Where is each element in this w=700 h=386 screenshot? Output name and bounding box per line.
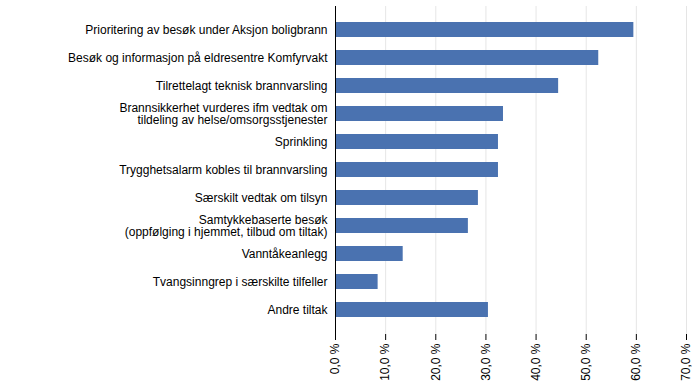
svg-text:Besøk og informasjon på eldres: Besøk og informasjon på eldresentre Komf… — [68, 51, 328, 65]
svg-text:70,0 %: 70,0 % — [679, 343, 693, 381]
svg-text:10,0 %: 10,0 % — [378, 343, 392, 381]
svg-text:Sprinkling: Sprinkling — [275, 135, 328, 149]
svg-text:Særskilt vedtak om tilsyn: Særskilt vedtak om tilsyn — [195, 191, 328, 205]
svg-text:20,0 %: 20,0 % — [429, 343, 443, 381]
svg-text:0,0 %: 0,0 % — [328, 343, 342, 374]
svg-text:Andre tiltak: Andre tiltak — [267, 303, 328, 317]
svg-text:Tilrettelagt teknisk brannvars: Tilrettelagt teknisk brannvarsling — [156, 79, 328, 93]
svg-text:60,0 %: 60,0 % — [629, 343, 643, 381]
svg-text:Tvangsinngrep i særskilte tilf: Tvangsinngrep i særskilte tilfeller — [153, 275, 328, 289]
svg-text:30,0 %: 30,0 % — [479, 343, 493, 381]
svg-text:Trygghetsalarm kobles til bran: Trygghetsalarm kobles til brannvarsling — [119, 163, 327, 177]
svg-text:Prioritering av besøk under Ak: Prioritering av besøk under Aksjon bolig… — [85, 23, 327, 37]
svg-text:Brannsikkerhet vurderes ifm ve: Brannsikkerhet vurderes ifm vedtak omtil… — [119, 101, 327, 127]
svg-text:Vanntåkeanlegg: Vanntåkeanlegg — [242, 247, 328, 261]
svg-text:50,0 %: 50,0 % — [579, 343, 593, 381]
svg-text:40,0 %: 40,0 % — [529, 343, 543, 381]
svg-text:Samtykkebaserte besøk(oppfølgi: Samtykkebaserte besøk(oppfølging i hjemm… — [125, 213, 329, 239]
